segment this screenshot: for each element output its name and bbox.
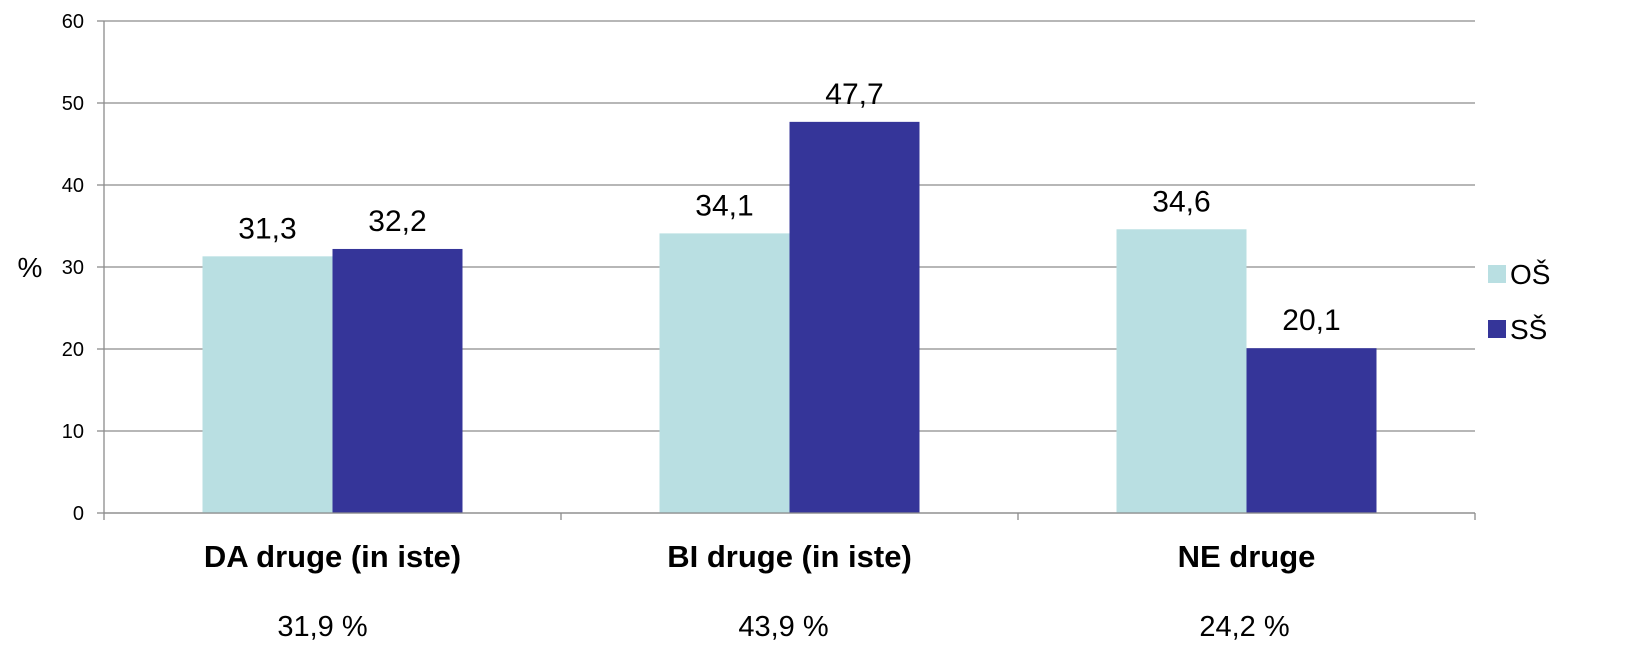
bars: 31,3 32,2 34,1 47,7 34,6 20,1 xyxy=(202,78,1377,514)
category-total-label: 24,2 % xyxy=(1199,611,1289,643)
x-category-label: BI druge (in iste) xyxy=(667,539,912,574)
y-tick-label: 10 xyxy=(62,421,84,443)
data-label: 31,3 xyxy=(238,212,296,245)
category-totals: 31,9 % 43,9 % 24,2 % xyxy=(277,611,1289,643)
y-tick-label: 50 xyxy=(62,93,84,115)
data-label: 34,1 xyxy=(695,189,753,222)
category-total-label: 31,9 % xyxy=(277,611,367,643)
data-label: 47,7 xyxy=(825,78,883,111)
data-label: 20,1 xyxy=(1282,304,1340,337)
y-tick-label: 40 xyxy=(62,175,84,197)
y-tick-label: 20 xyxy=(62,339,84,361)
bar-ss xyxy=(789,121,920,514)
bar-os xyxy=(202,256,333,513)
legend-label: OŠ xyxy=(1510,259,1550,290)
legend-swatch xyxy=(1488,320,1506,338)
x-axis-category-labels: DA druge (in iste) BI druge (in iste) NE d… xyxy=(204,539,1316,574)
legend-label: SŠ xyxy=(1510,314,1547,345)
bar-ss xyxy=(1246,348,1377,513)
axes xyxy=(103,21,1476,520)
category-total-label: 43,9 % xyxy=(738,611,828,643)
x-category-label: DA druge (in iste) xyxy=(204,539,461,574)
bar-os xyxy=(659,233,790,513)
data-label: 32,2 xyxy=(368,205,426,238)
y-tick-label: 60 xyxy=(62,11,84,33)
bar-ss xyxy=(332,248,463,513)
legend-swatch xyxy=(1488,265,1506,283)
data-label: 34,6 xyxy=(1152,185,1210,218)
y-axis-ticks: 0 10 20 30 40 50 60 xyxy=(62,11,104,525)
bar-os xyxy=(1116,229,1247,513)
y-axis-title: % xyxy=(18,252,43,283)
legend: OŠ SŠ xyxy=(1488,259,1550,345)
x-category-label: NE druge xyxy=(1178,539,1316,574)
y-tick-label: 0 xyxy=(73,503,84,525)
y-tick-label: 30 xyxy=(62,257,84,279)
